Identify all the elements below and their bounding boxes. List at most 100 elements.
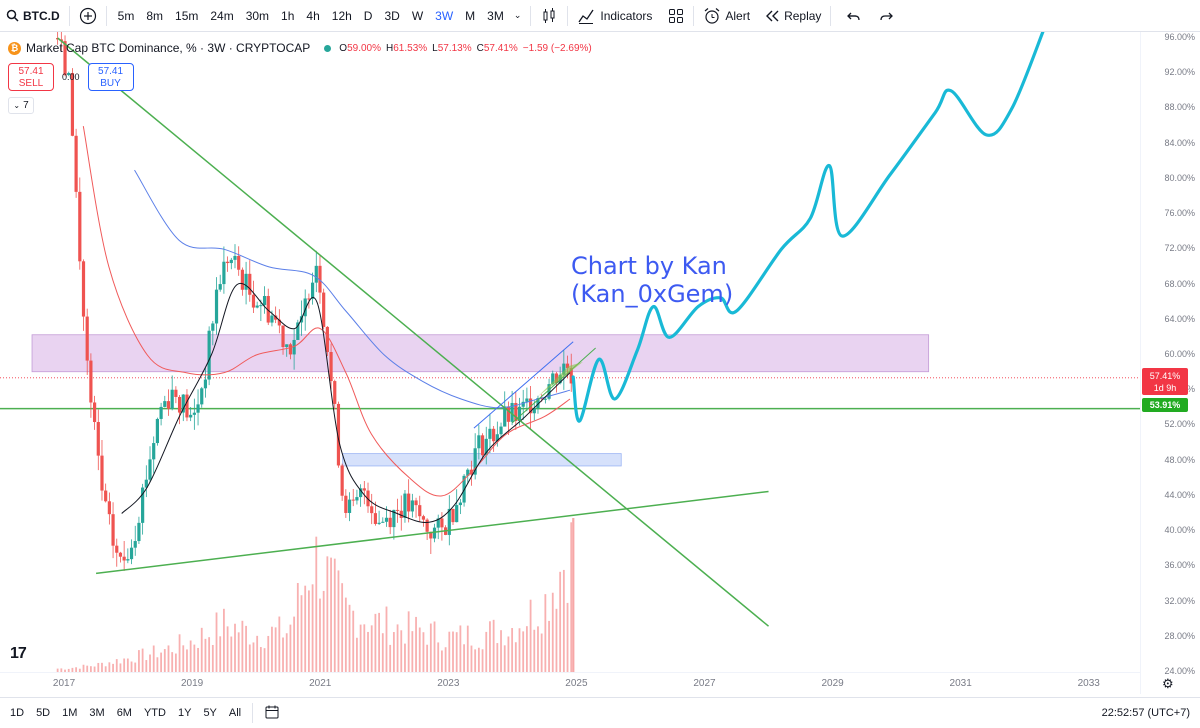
candle-body [484, 438, 488, 456]
volume-bar [518, 628, 521, 672]
interval-d[interactable]: D [363, 8, 373, 23]
sell-button[interactable]: 57.41 SELL [8, 63, 54, 91]
symbol-search-button[interactable]: BTC.D [0, 0, 64, 32]
indicators-button[interactable]: Indicators [573, 0, 656, 32]
volume-bar [112, 663, 114, 672]
volume-bar [259, 647, 262, 672]
volume-bar [67, 668, 70, 672]
compare-symbol-button[interactable] [75, 0, 101, 32]
range-all[interactable]: All [228, 707, 242, 719]
range-1d[interactable]: 1D [10, 707, 25, 719]
clock[interactable]: 22:52:57 (UTC+7) [1101, 707, 1190, 719]
volume-bar [396, 624, 399, 672]
volume-bar [444, 647, 447, 672]
breakout-arrow [537, 362, 583, 397]
chart-pane[interactable] [0, 32, 1140, 694]
volume-bar [381, 633, 384, 672]
interval-30m[interactable]: 30m [245, 8, 270, 23]
interval-w[interactable]: W [411, 8, 424, 23]
candle-body [333, 381, 337, 404]
time-axis[interactable]: 2017 2019 2021 2023 2025 2027 2029 2031 2033 [0, 672, 1140, 694]
alert-button[interactable]: Alert [699, 0, 754, 32]
moving-average-black [121, 282, 571, 524]
chart-type-button[interactable] [536, 0, 562, 32]
candle-body [218, 284, 222, 290]
volume-bar [411, 631, 414, 672]
price-axis[interactable]: 96.00% 92.00% 88.00% 84.00% 80.00% 76.00% 72.0… [1140, 32, 1200, 694]
gear-icon[interactable]: ⚙ [1162, 676, 1174, 691]
candle-body [329, 352, 333, 382]
templates-button[interactable] [664, 0, 688, 32]
volume-bar [289, 624, 292, 672]
candle-body [322, 292, 326, 327]
top-toolbar: BTC.D 5m 8m 15m 24m 30m 1h 4h 12h D 3D W 3W M 3M ⌄ Ind… [0, 0, 1200, 32]
candle-body [251, 294, 256, 308]
volume-bar [422, 632, 425, 672]
volume-bar [544, 594, 547, 672]
interval-8m[interactable]: 8m [146, 8, 164, 23]
candle-body [159, 406, 163, 419]
volume-bar [555, 608, 558, 672]
buy-button[interactable]: 57.41 BUY [87, 63, 134, 91]
legend-change: −1.59 (−2.69%) [522, 42, 592, 54]
interval-m[interactable]: M [465, 8, 476, 23]
chart-legend: ₿ Market Cap BTC Dominance, % · 3W · CRY… [8, 41, 597, 55]
volume-bar [533, 629, 536, 672]
candle-body [203, 379, 208, 389]
volume-bar [82, 664, 85, 672]
candle-body [111, 514, 115, 546]
range-6m[interactable]: 6M [116, 707, 132, 719]
interval-3m[interactable]: 3M [487, 8, 504, 23]
replay-button[interactable]: Replay [760, 0, 825, 32]
redo-button[interactable] [874, 0, 898, 32]
price-chart[interactable] [0, 32, 1140, 694]
candle-body [525, 398, 529, 402]
range-ytd[interactable]: YTD [143, 707, 166, 719]
legend-title[interactable]: Market Cap BTC Dominance, % · 3W · CRYPT… [26, 41, 311, 55]
interval-15m[interactable]: 15m [175, 8, 199, 23]
candle-body [74, 135, 78, 192]
volume-bar [311, 584, 314, 672]
interval-4h[interactable]: 4h [306, 8, 320, 23]
interval-12h[interactable]: 12h [331, 8, 352, 23]
candle-body [429, 531, 433, 539]
candle-body [432, 527, 437, 539]
candle-body [163, 401, 167, 407]
volume-bar [441, 650, 443, 672]
volume-bar [367, 631, 369, 672]
interval-3d[interactable]: 3D [384, 8, 400, 23]
range-5d[interactable]: 5D [36, 707, 51, 719]
candle-body [118, 552, 123, 557]
trendline-ascending-support [95, 490, 769, 575]
price-tick: 36.00% [1164, 560, 1195, 571]
interval-5m[interactable]: 5m [117, 8, 135, 23]
volume-bar [300, 595, 303, 672]
interval-1h[interactable]: 1h [281, 8, 295, 23]
volume-bar [267, 635, 270, 672]
goto-date-button[interactable] [258, 704, 286, 723]
range-1y[interactable]: 1Y [177, 707, 192, 719]
tradingview-logo[interactable]: 17 [10, 645, 27, 662]
range-5y[interactable]: 5Y [203, 707, 217, 719]
interval-24m[interactable]: 24m [210, 8, 234, 23]
volume-bar [330, 557, 332, 672]
toolbar-divider [105, 5, 107, 26]
candle-body [262, 296, 267, 306]
range-1m[interactable]: 1M [62, 707, 78, 719]
time-tick: 2031 [949, 678, 972, 689]
indicators-toggle[interactable]: ⌄ 7 [8, 97, 34, 114]
interval-3w[interactable]: 3W [435, 8, 454, 23]
time-tick: 2029 [821, 678, 844, 689]
undo-button[interactable] [842, 0, 866, 32]
trendline-wedge-upper [473, 341, 574, 429]
interval-list: 5m 8m 15m 24m 30m 1h 4h 12h D 3D W 3W M 3M ⌄ [112, 0, 526, 32]
market-status-dot[interactable] [324, 44, 332, 52]
chevron-down-icon[interactable]: ⌄ [513, 10, 522, 20]
range-3m[interactable]: 3M [89, 707, 105, 719]
volume-bar [60, 668, 63, 672]
volume-bar [167, 645, 170, 672]
volume-bar [134, 662, 137, 672]
volume-bar [78, 668, 81, 672]
candle-body [81, 261, 86, 317]
volume-bar [572, 518, 575, 672]
